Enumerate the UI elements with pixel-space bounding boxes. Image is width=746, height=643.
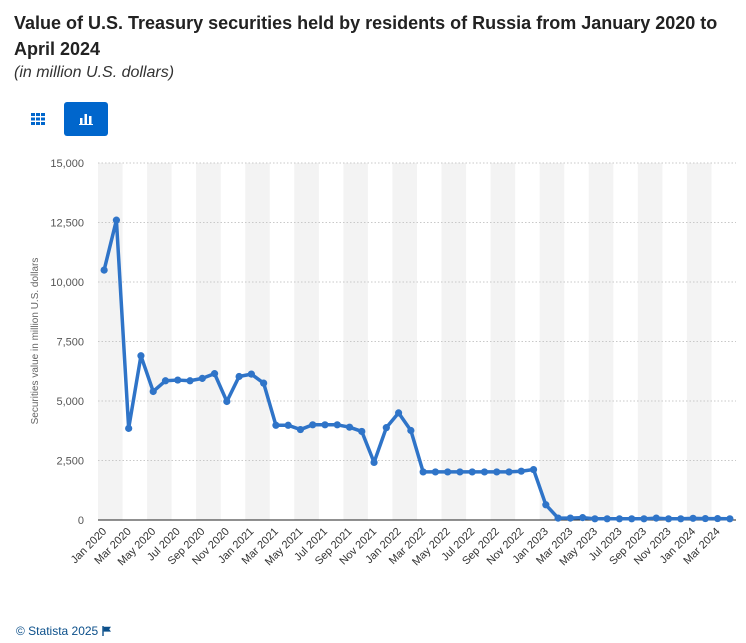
line-chart: 0 2,500 5,000 7,500 10,000 12,500 15,000 Secur…	[30, 158, 736, 569]
data-point[interactable]	[333, 421, 341, 429]
data-point[interactable]	[210, 370, 219, 378]
data-point[interactable]	[664, 515, 673, 523]
series-line	[102, 218, 730, 521]
y-axis-label: Securities value in million U.S. dollars	[30, 258, 41, 425]
data-point[interactable]	[603, 515, 611, 523]
data-point[interactable]	[701, 514, 709, 523]
data-point[interactable]	[542, 501, 550, 509]
data-point[interactable]	[174, 376, 182, 384]
data-point[interactable]	[493, 468, 501, 476]
footer: © Statista 2025	[16, 624, 112, 638]
data-point[interactable]	[456, 468, 464, 476]
data-point[interactable]	[223, 397, 231, 406]
data-point[interactable]	[247, 370, 255, 378]
data-point[interactable]	[407, 426, 415, 435]
data-point[interactable]	[198, 374, 206, 382]
data-point[interactable]	[394, 409, 403, 417]
data-point[interactable]	[235, 372, 243, 381]
data-point[interactable]	[726, 515, 734, 523]
data-point[interactable]	[358, 427, 366, 436]
data-point[interactable]	[689, 514, 697, 522]
data-point[interactable]	[713, 514, 722, 523]
statista-credit[interactable]: © Statista 2025	[16, 624, 99, 638]
data-point[interactable]	[112, 216, 121, 224]
data-point[interactable]	[628, 515, 636, 523]
y-tick-label: 10,000	[50, 277, 84, 289]
y-tick-label: 15,000	[50, 158, 84, 170]
chart-subtitle: (in million U.S. dollars)	[14, 64, 175, 81]
data-point[interactable]	[591, 515, 599, 523]
chart-view-button[interactable]	[64, 102, 108, 136]
grid-icon	[31, 113, 45, 125]
y-tick-label: 7,500	[56, 337, 84, 349]
data-point[interactable]	[284, 421, 292, 429]
data-point[interactable]	[554, 514, 562, 522]
data-point[interactable]	[137, 352, 145, 360]
data-point[interactable]	[431, 468, 440, 476]
data-point[interactable]	[677, 515, 685, 523]
data-point[interactable]	[444, 468, 452, 476]
data-point[interactable]	[529, 465, 538, 474]
data-point[interactable]	[566, 514, 574, 522]
data-point[interactable]	[161, 377, 170, 385]
flag-icon[interactable]	[102, 626, 112, 636]
chart-title: Value of U.S. Treasury securities held b…	[14, 13, 718, 59]
data-point[interactable]	[186, 377, 194, 385]
y-tick-label: 0	[78, 515, 84, 527]
data-point[interactable]	[149, 387, 157, 396]
data-point[interactable]	[419, 468, 427, 476]
data-point[interactable]	[296, 425, 305, 434]
data-point[interactable]	[505, 468, 513, 476]
data-point[interactable]	[370, 458, 378, 467]
y-tick-label: 12,500	[50, 218, 84, 230]
data-point[interactable]	[321, 421, 329, 429]
data-points	[100, 216, 734, 523]
data-point[interactable]	[640, 515, 648, 523]
data-point[interactable]	[272, 421, 280, 429]
bar-chart-icon	[79, 114, 93, 125]
table-view-button[interactable]	[16, 102, 60, 136]
y-axis-ticks: 0 2,500 5,000 7,500 10,000 12,500 15,000	[50, 158, 84, 527]
data-point[interactable]	[100, 266, 108, 274]
data-point[interactable]	[345, 423, 354, 431]
y-tick-label: 2,500	[56, 456, 84, 468]
data-point[interactable]	[579, 514, 587, 522]
data-point[interactable]	[652, 514, 660, 522]
data-point[interactable]	[260, 379, 268, 387]
data-point[interactable]	[125, 424, 133, 432]
data-point[interactable]	[480, 468, 489, 476]
gridlines	[98, 162, 736, 461]
y-tick-label: 5,000	[56, 396, 84, 408]
data-point[interactable]	[615, 515, 624, 523]
data-point[interactable]	[468, 468, 476, 476]
data-point[interactable]	[517, 467, 525, 475]
data-point[interactable]	[309, 421, 317, 429]
data-point[interactable]	[382, 424, 390, 432]
